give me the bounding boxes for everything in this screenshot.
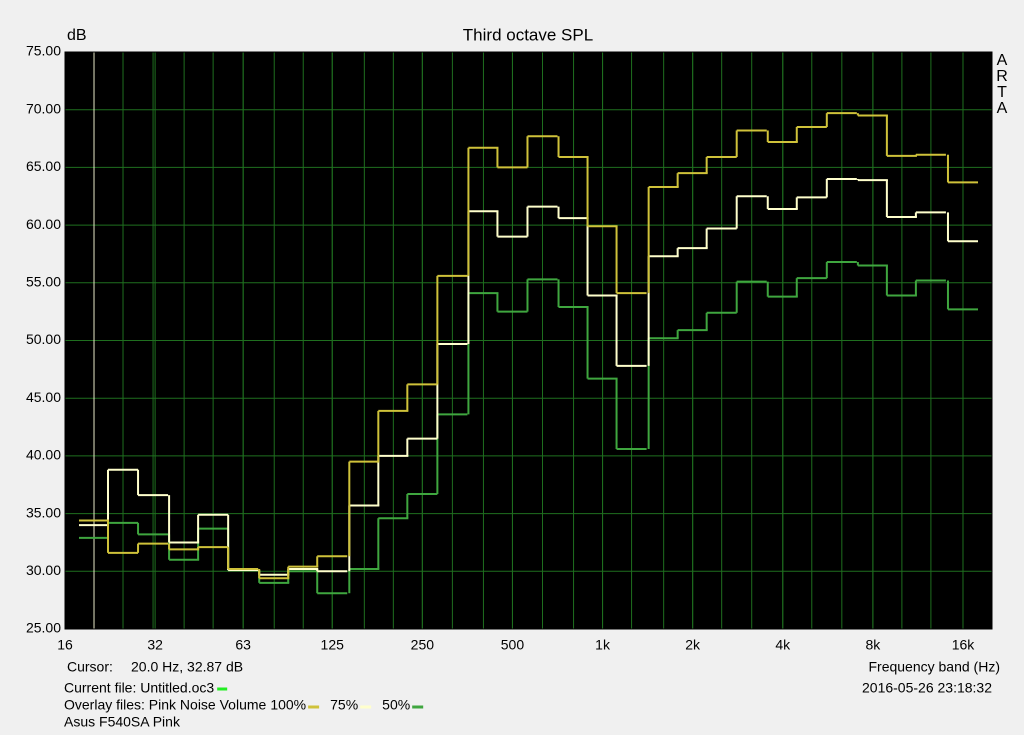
legend-entry: 75% bbox=[330, 697, 358, 713]
x-tick-label: 125 bbox=[321, 637, 345, 653]
x-tick-label: 1k bbox=[595, 637, 611, 653]
watermark-letter: T bbox=[997, 84, 1007, 101]
x-tick-label: 2k bbox=[685, 637, 701, 653]
device-name: Asus F540SA Pink bbox=[64, 714, 181, 730]
plot-frame bbox=[64, 51, 993, 630]
legend-entry: 50% bbox=[382, 697, 410, 713]
x-tick-label: 16 bbox=[57, 637, 73, 653]
y-tick-label: 30.00 bbox=[26, 562, 61, 578]
y-tick-label: 55.00 bbox=[26, 274, 61, 290]
x-tick-label: 32 bbox=[147, 637, 163, 653]
y-tick-label: 45.00 bbox=[26, 389, 61, 405]
watermark-letter: R bbox=[996, 68, 1008, 85]
x-tick-label: 250 bbox=[411, 637, 435, 653]
y-axis-label: dB bbox=[67, 27, 87, 44]
x-axis-label: Frequency band (Hz) bbox=[868, 659, 1000, 675]
watermark-letter: A bbox=[997, 100, 1008, 117]
chart-title: Third octave SPL bbox=[463, 25, 593, 44]
x-tick-label: 4k bbox=[775, 637, 791, 653]
cursor-readout: 20.0 Hz, 32.87 dB bbox=[131, 659, 243, 675]
y-tick-label: 50.00 bbox=[26, 331, 61, 347]
y-tick-label: 65.00 bbox=[26, 158, 61, 174]
legend-entry: 100% bbox=[270, 697, 306, 713]
cursor-label: Cursor: bbox=[67, 659, 113, 675]
x-tick-label: 63 bbox=[235, 637, 251, 653]
legend-label: Overlay files: Pink Noise Volume bbox=[64, 697, 267, 713]
x-tick-label: 500 bbox=[501, 637, 525, 653]
watermark-letter: A bbox=[997, 52, 1008, 69]
current-file: Current file: Untitled.oc3 bbox=[64, 680, 214, 696]
x-tick-label: 8k bbox=[865, 637, 881, 653]
timestamp: 2016-05-26 23:18:32 bbox=[862, 680, 992, 696]
y-tick-label: 25.00 bbox=[26, 620, 61, 636]
y-tick-label: 35.00 bbox=[26, 504, 61, 520]
y-tick-label: 70.00 bbox=[26, 100, 61, 116]
x-tick-label: 16k bbox=[952, 637, 976, 653]
y-tick-label: 40.00 bbox=[26, 447, 61, 463]
y-tick-label: 60.00 bbox=[26, 216, 61, 232]
y-tick-label: 75.00 bbox=[26, 43, 61, 59]
